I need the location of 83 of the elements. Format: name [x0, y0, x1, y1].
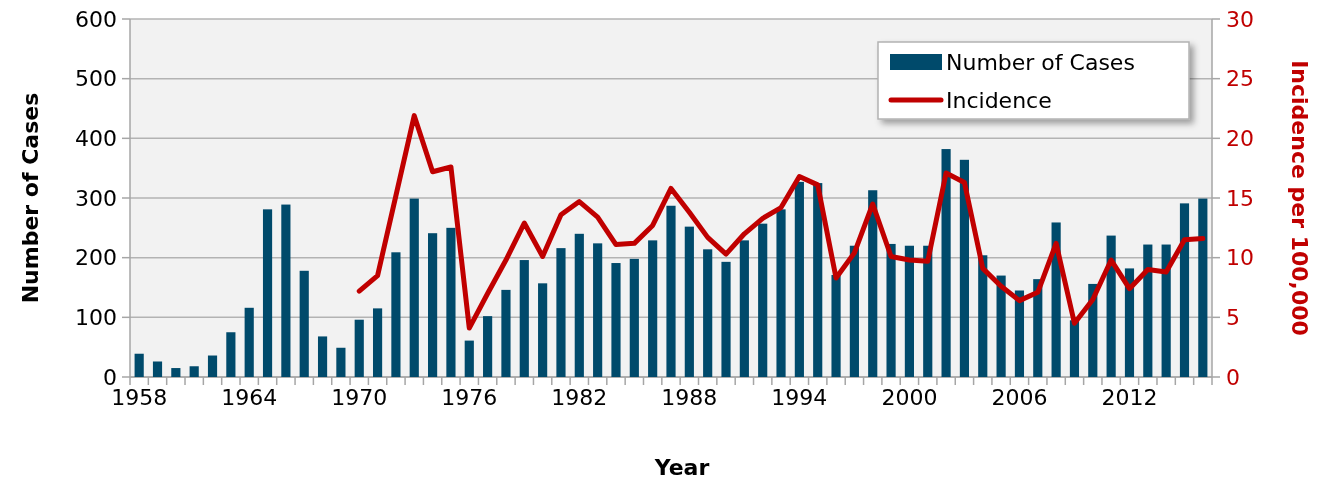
bar	[1014, 290, 1025, 377]
bar	[868, 190, 878, 377]
y2-axis-title: Incidence per 100,000	[1287, 60, 1312, 336]
bar	[593, 243, 603, 377]
legend-label: Incidence	[946, 87, 1052, 113]
bar	[611, 263, 621, 377]
bar	[629, 258, 639, 377]
bar	[1179, 203, 1190, 377]
bar	[721, 261, 731, 377]
y2-tick-label: 15	[1226, 185, 1254, 211]
x-tick-label: 1970	[331, 385, 388, 410]
y2-tick-label: 10	[1226, 245, 1254, 271]
bar	[556, 248, 566, 377]
y2-tick-label: 0	[1226, 364, 1240, 390]
bar	[207, 355, 218, 377]
bar	[1124, 268, 1135, 377]
bar	[391, 252, 401, 377]
bar	[794, 181, 804, 377]
bar	[317, 336, 328, 377]
x-tick-label: 1976	[441, 385, 498, 410]
y2-tick-label: 30	[1226, 6, 1254, 32]
bar	[739, 240, 749, 377]
y-tick-label: 200	[75, 245, 117, 271]
bar	[923, 245, 933, 377]
y2-tick-label: 20	[1226, 126, 1254, 152]
bar	[483, 316, 493, 377]
y-axis-title: Number of Cases	[18, 92, 43, 304]
bar	[1143, 244, 1153, 377]
bar	[244, 307, 254, 377]
bar	[886, 243, 896, 377]
bar	[849, 245, 859, 377]
x-tick-label: 2006	[991, 385, 1048, 410]
x-tick-label: 1964	[221, 385, 278, 410]
bar	[464, 340, 474, 377]
bar	[574, 233, 584, 377]
bar	[171, 368, 181, 377]
bar	[428, 233, 438, 377]
y2-tick-label: 5	[1226, 305, 1240, 331]
bar	[1106, 235, 1116, 377]
bar	[372, 308, 383, 377]
y-tick-label: 600	[75, 6, 117, 32]
bar	[262, 209, 273, 377]
x-tick-label: 2000	[881, 385, 938, 410]
bar	[996, 275, 1006, 377]
x-axis-title: Year	[653, 455, 710, 480]
bar	[299, 270, 309, 377]
bar	[959, 159, 970, 377]
bar	[813, 183, 823, 377]
bar	[501, 289, 511, 377]
bar	[684, 226, 694, 377]
bar	[134, 353, 144, 377]
bar	[666, 205, 676, 377]
bar	[281, 204, 291, 377]
y-tick-label: 500	[75, 66, 117, 92]
y-tick-label: 300	[75, 185, 117, 211]
bar	[1198, 198, 1208, 377]
y-tick-label: 100	[75, 305, 117, 331]
bar	[1069, 320, 1080, 377]
legend-label: Number of Cases	[946, 49, 1135, 75]
bar	[446, 227, 456, 377]
bar	[1161, 244, 1171, 377]
bar	[538, 283, 548, 377]
y-tick-label: 400	[75, 126, 117, 152]
bar	[758, 223, 768, 377]
x-tick-label: 1982	[551, 385, 608, 410]
bar	[703, 249, 713, 377]
bar	[941, 149, 951, 377]
bar	[226, 332, 236, 377]
bar	[978, 255, 988, 377]
bar	[354, 319, 364, 377]
bar	[776, 209, 786, 377]
x-tick-label: 1988	[661, 385, 718, 410]
bar	[519, 260, 529, 377]
y2-tick-label: 25	[1226, 66, 1254, 92]
bar	[904, 245, 914, 377]
bar	[189, 366, 199, 377]
bar	[152, 361, 163, 377]
bar	[648, 240, 658, 377]
bar	[831, 274, 841, 377]
x-tick-label: 2012	[1101, 385, 1158, 410]
x-tick-label: 1994	[771, 385, 828, 410]
bar	[336, 347, 346, 377]
bar	[409, 198, 419, 377]
